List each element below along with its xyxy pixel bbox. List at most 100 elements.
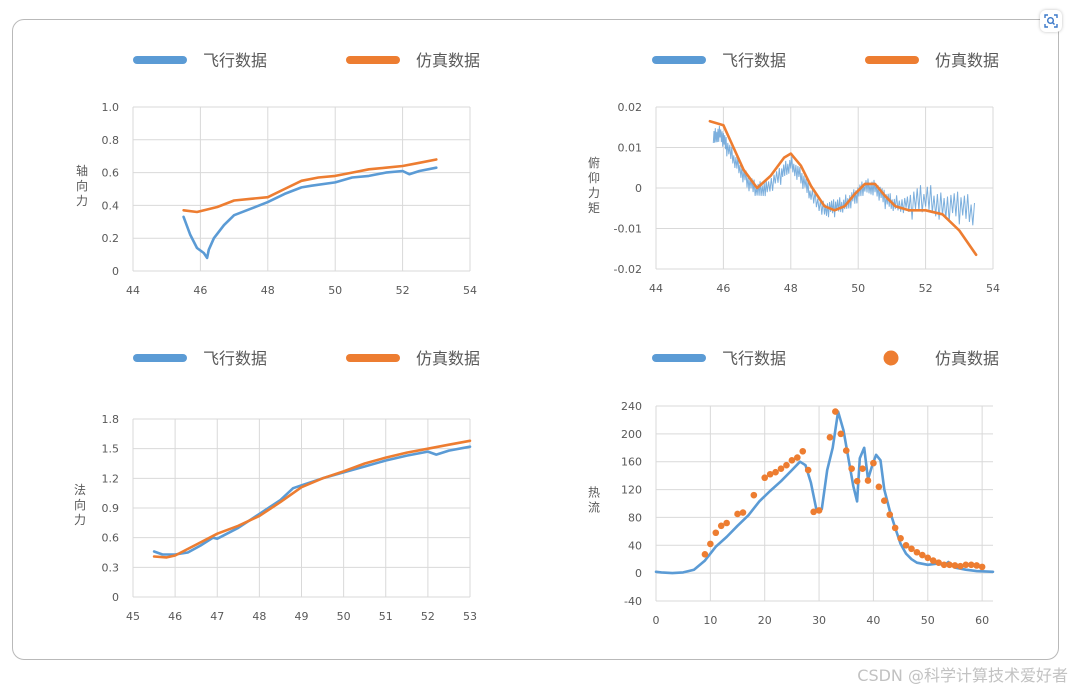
x-tick-label: 50 bbox=[328, 284, 342, 297]
chart-2: -0.02 -0.01 0 0.01 0.02 44 46 48 50 52 54 俯仰力矩 飞行数据 仿… bbox=[588, 51, 1000, 295]
x-tick-label: 47 bbox=[210, 610, 224, 623]
y-tick-label: 1.0 bbox=[102, 101, 120, 114]
y-axis-label-char: 俯 bbox=[588, 155, 600, 170]
y-axis-label-char: 力 bbox=[588, 186, 600, 200]
sim-data-point bbox=[794, 454, 801, 461]
sim-series bbox=[182, 158, 438, 214]
sim-data-point bbox=[707, 540, 714, 548]
legend-label: 飞行数据 bbox=[203, 349, 267, 368]
x-tick-label: 20 bbox=[758, 614, 772, 627]
y-axis-label-char: 力 bbox=[76, 194, 88, 208]
y-axis-label: 俯仰力矩 bbox=[588, 155, 600, 215]
y-tick-label: 160 bbox=[621, 456, 642, 469]
y-axis-label-char: 力 bbox=[74, 513, 86, 527]
flight-series bbox=[654, 410, 995, 575]
x-tick-label: 40 bbox=[866, 614, 880, 627]
x-tick-label: 10 bbox=[703, 614, 717, 627]
y-tick-label: 0.8 bbox=[102, 134, 120, 147]
sim-data-point bbox=[804, 466, 812, 474]
y-axis-label-char: 向 bbox=[74, 497, 86, 512]
sim-data-point bbox=[902, 541, 910, 549]
y-tick-label: 200 bbox=[621, 428, 642, 441]
sim-data-point bbox=[853, 477, 861, 485]
legend-label: 飞行数据 bbox=[722, 51, 786, 70]
x-tick-label: 52 bbox=[396, 284, 410, 297]
y-axis-label: 法向力 bbox=[74, 483, 86, 527]
y-tick-label: 1.5 bbox=[102, 443, 120, 456]
y-tick-label: 0.6 bbox=[102, 532, 120, 545]
sim-data-point bbox=[799, 447, 807, 455]
sim-data-point bbox=[973, 562, 980, 569]
y-axis-label-char: 流 bbox=[588, 501, 600, 515]
y-axis-label-char: 向 bbox=[76, 178, 88, 193]
y-tick-label: 80 bbox=[628, 511, 642, 524]
sim-data-point bbox=[788, 457, 796, 464]
sim-data-point bbox=[962, 561, 970, 569]
sim-series bbox=[708, 119, 978, 257]
y-tick-label: 240 bbox=[621, 400, 642, 413]
legend-label: 飞行数据 bbox=[203, 51, 267, 70]
y-tick-label: 0.6 bbox=[102, 167, 120, 180]
y-tick-label: 0 bbox=[635, 182, 642, 195]
y-tick-label: 0 bbox=[635, 567, 642, 580]
chart-4: -40 0 40 80 120 160 200 240 0 10 20 30 40 50 60 热流 飞行数据 仿… bbox=[588, 349, 999, 627]
y-tick-label: 0.4 bbox=[102, 199, 120, 212]
y-axis-label: 热流 bbox=[588, 486, 600, 515]
sim-data-point bbox=[826, 434, 834, 441]
sim-data-point bbox=[723, 519, 730, 527]
x-tick-label: 50 bbox=[337, 610, 351, 623]
y-tick-label: 40 bbox=[628, 539, 642, 552]
sim-data-point bbox=[978, 563, 986, 571]
sim-data-point bbox=[750, 491, 758, 499]
y-axis-label: 轴向力 bbox=[76, 163, 88, 208]
x-tick-label: 52 bbox=[919, 282, 933, 295]
sim-data-point bbox=[734, 510, 741, 518]
sim-data-point bbox=[837, 430, 845, 438]
zoom-button[interactable] bbox=[1040, 10, 1062, 32]
y-tick-label: 0.2 bbox=[102, 232, 120, 245]
sim-data-point bbox=[880, 497, 888, 505]
sim-data-point bbox=[957, 562, 964, 570]
x-tick-label: 0 bbox=[653, 614, 660, 627]
sim-data-point bbox=[870, 459, 877, 467]
sim-data-point bbox=[777, 465, 785, 472]
sim-data-point bbox=[783, 461, 790, 469]
sim-data-point bbox=[908, 545, 915, 553]
legend-label: 仿真数据 bbox=[935, 51, 999, 70]
y-tick-label: 0.02 bbox=[618, 101, 643, 114]
chart-1: 0 0.2 0.4 0.6 0.8 1.0 44 46 48 50 52 54 轴向力 飞行数据 仿真数据 bbox=[76, 51, 480, 297]
sim-data-point bbox=[886, 511, 894, 518]
flight-series bbox=[182, 166, 438, 260]
x-tick-label: 46 bbox=[168, 610, 182, 623]
sim-data-point bbox=[815, 507, 823, 514]
x-tick-label: 48 bbox=[784, 282, 798, 295]
x-tick-label: 50 bbox=[921, 614, 935, 627]
sim-data-point bbox=[772, 468, 779, 476]
x-tick-label: 45 bbox=[126, 610, 140, 623]
chart-3: 0 0.3 0.6 0.9 1.2 1.5 1.8 45 46 47 48 49 50 51 52 53 法向力… bbox=[74, 349, 480, 623]
sim-data-point bbox=[848, 465, 855, 472]
sim-data-point bbox=[875, 483, 883, 491]
x-tick-label: 60 bbox=[975, 614, 989, 627]
y-tick-label: 1.8 bbox=[102, 413, 120, 426]
legend-marker-dot bbox=[883, 350, 899, 366]
flight-series bbox=[712, 125, 975, 226]
sim-data-point bbox=[859, 465, 866, 472]
sim-data-point bbox=[967, 561, 975, 569]
sim-data-point bbox=[935, 559, 942, 566]
sim-data-point bbox=[739, 509, 747, 516]
x-tick-label: 50 bbox=[851, 282, 865, 295]
y-tick-label: 0 bbox=[112, 265, 119, 278]
y-tick-label: -0.01 bbox=[614, 223, 642, 236]
sim-data-point bbox=[924, 554, 932, 562]
y-axis-label-char: 热 bbox=[588, 486, 600, 500]
sim-data-point bbox=[929, 557, 937, 564]
y-tick-label: 120 bbox=[621, 484, 642, 497]
sim-data-point bbox=[864, 477, 872, 484]
sim-data-point bbox=[717, 522, 725, 530]
x-tick-label: 48 bbox=[252, 610, 266, 623]
y-tick-label: 0.9 bbox=[102, 502, 120, 515]
sim-data-point bbox=[940, 561, 948, 569]
sim-data-point bbox=[913, 548, 921, 556]
